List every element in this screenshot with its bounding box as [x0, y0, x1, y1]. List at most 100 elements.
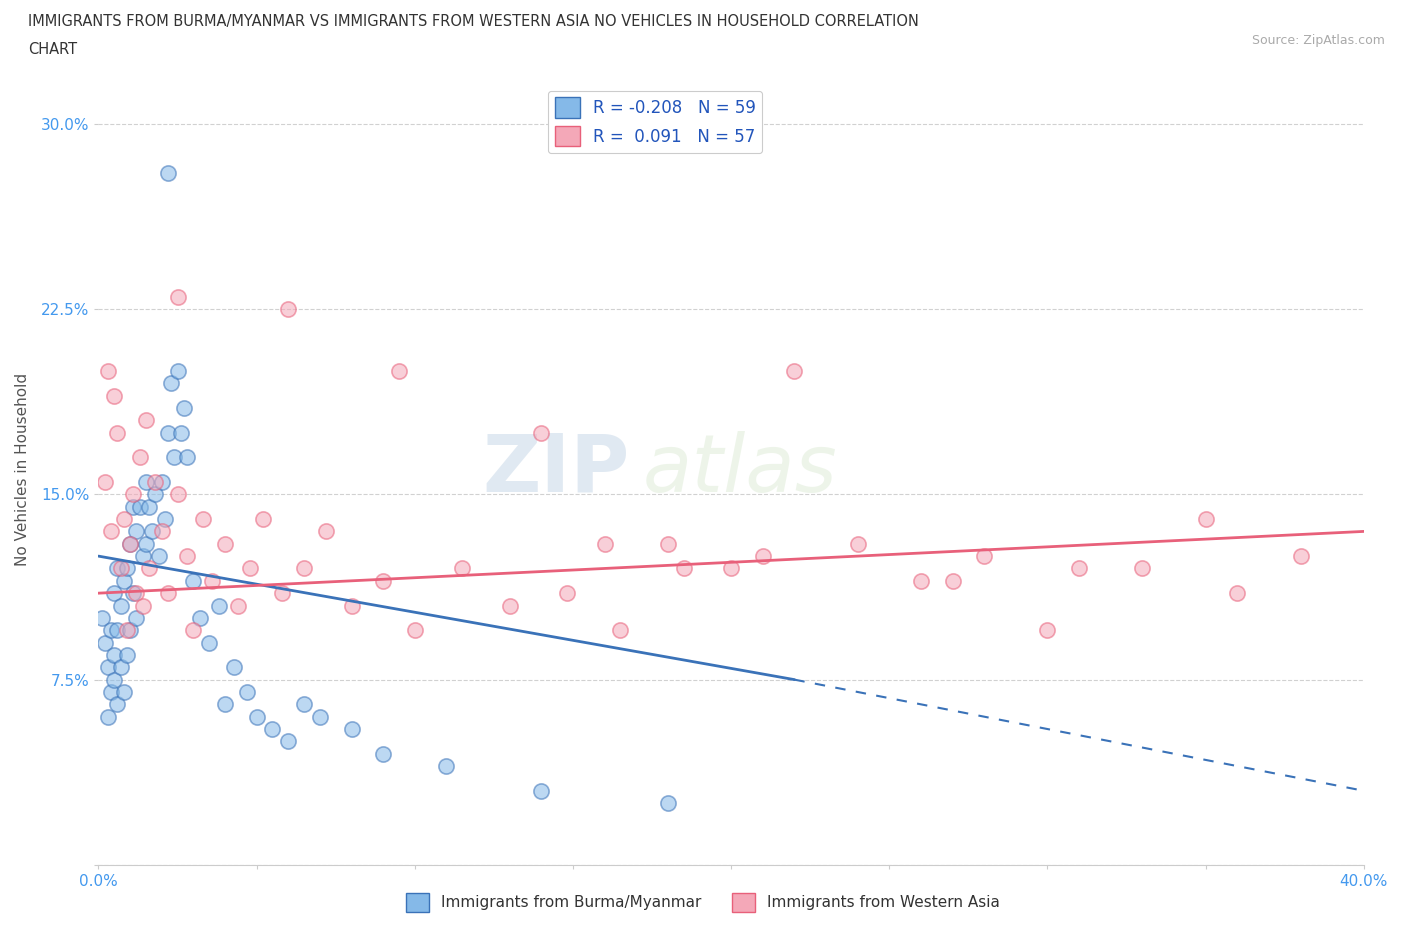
Point [112, 574, 135, 589]
Point [115, 561, 138, 576]
Point [436, 759, 458, 774]
Point [135, 537, 157, 551]
Text: ZIP: ZIP [482, 431, 630, 509]
Point [157, 166, 180, 180]
Point [107, 561, 129, 576]
Point [110, 561, 132, 576]
Point [115, 623, 138, 638]
Point [107, 697, 129, 711]
Point [93, 474, 117, 489]
Point [277, 301, 299, 316]
Point [672, 561, 695, 576]
Point [148, 549, 170, 564]
Text: CHART: CHART [28, 42, 77, 57]
Y-axis label: No Vehicles in Household: No Vehicles in Household [15, 373, 30, 566]
Point [239, 561, 262, 576]
Point [720, 561, 742, 576]
Point [97, 710, 120, 724]
Point [214, 697, 236, 711]
Point [135, 413, 157, 428]
Point [176, 450, 198, 465]
Point [292, 561, 315, 576]
Point [120, 623, 141, 638]
Point [169, 425, 191, 440]
Point [103, 586, 125, 601]
Point [783, 364, 806, 379]
Point [340, 722, 363, 737]
Point [150, 524, 173, 538]
Point [751, 549, 773, 564]
Point [90, 610, 112, 625]
Point [226, 598, 249, 613]
Point [100, 684, 122, 699]
Point [555, 586, 578, 601]
Point [198, 635, 221, 650]
Point [609, 623, 631, 638]
Point [1036, 623, 1059, 638]
Point [404, 623, 426, 638]
Point [128, 450, 150, 465]
Point [141, 524, 163, 538]
Point [100, 524, 122, 538]
Point [942, 574, 965, 589]
Point [246, 710, 269, 724]
Point [183, 574, 205, 589]
Point [593, 537, 616, 551]
Point [122, 499, 145, 514]
Point [120, 537, 141, 551]
Point [173, 401, 195, 416]
Point [107, 425, 129, 440]
Text: IMMIGRANTS FROM BURMA/MYANMAR VS IMMIGRANTS FROM WESTERN ASIA NO VEHICLES IN HOU: IMMIGRANTS FROM BURMA/MYANMAR VS IMMIGRA… [28, 14, 920, 29]
Point [451, 561, 474, 576]
Point [252, 512, 274, 526]
Point [122, 586, 145, 601]
Text: Source: ZipAtlas.com: Source: ZipAtlas.com [1251, 34, 1385, 47]
Point [973, 549, 995, 564]
Point [309, 710, 332, 724]
Point [657, 796, 679, 811]
Point [100, 623, 122, 638]
Point [125, 610, 148, 625]
Point [1067, 561, 1090, 576]
Point [388, 364, 411, 379]
Point [1194, 512, 1216, 526]
Point [145, 474, 166, 489]
Point [132, 598, 155, 613]
Point [138, 499, 160, 514]
Point [103, 672, 125, 687]
Text: atlas: atlas [643, 431, 838, 509]
Point [183, 623, 205, 638]
Point [103, 647, 125, 662]
Point [97, 364, 120, 379]
Point [163, 450, 186, 465]
Point [846, 537, 869, 551]
Point [115, 647, 138, 662]
Point [315, 524, 337, 538]
Point [160, 376, 183, 391]
Point [166, 487, 188, 502]
Point [145, 487, 166, 502]
Legend: R = -0.208   N = 59, R =  0.091   N = 57: R = -0.208 N = 59, R = 0.091 N = 57 [548, 90, 762, 153]
Point [112, 512, 135, 526]
Legend: Immigrants from Burma/Myanmar, Immigrants from Western Asia: Immigrants from Burma/Myanmar, Immigrant… [399, 887, 1007, 918]
Point [103, 388, 125, 403]
Point [153, 512, 176, 526]
Point [150, 474, 173, 489]
Point [292, 697, 315, 711]
Point [157, 586, 180, 601]
Point [910, 574, 932, 589]
Point [135, 474, 157, 489]
Point [107, 623, 129, 638]
Point [125, 586, 148, 601]
Point [97, 660, 120, 675]
Point [270, 586, 294, 601]
Point [188, 610, 211, 625]
Point [125, 524, 148, 538]
Point [371, 746, 394, 761]
Point [93, 635, 117, 650]
Point [166, 364, 188, 379]
Point [132, 549, 155, 564]
Point [340, 598, 363, 613]
Point [122, 487, 145, 502]
Point [120, 537, 141, 551]
